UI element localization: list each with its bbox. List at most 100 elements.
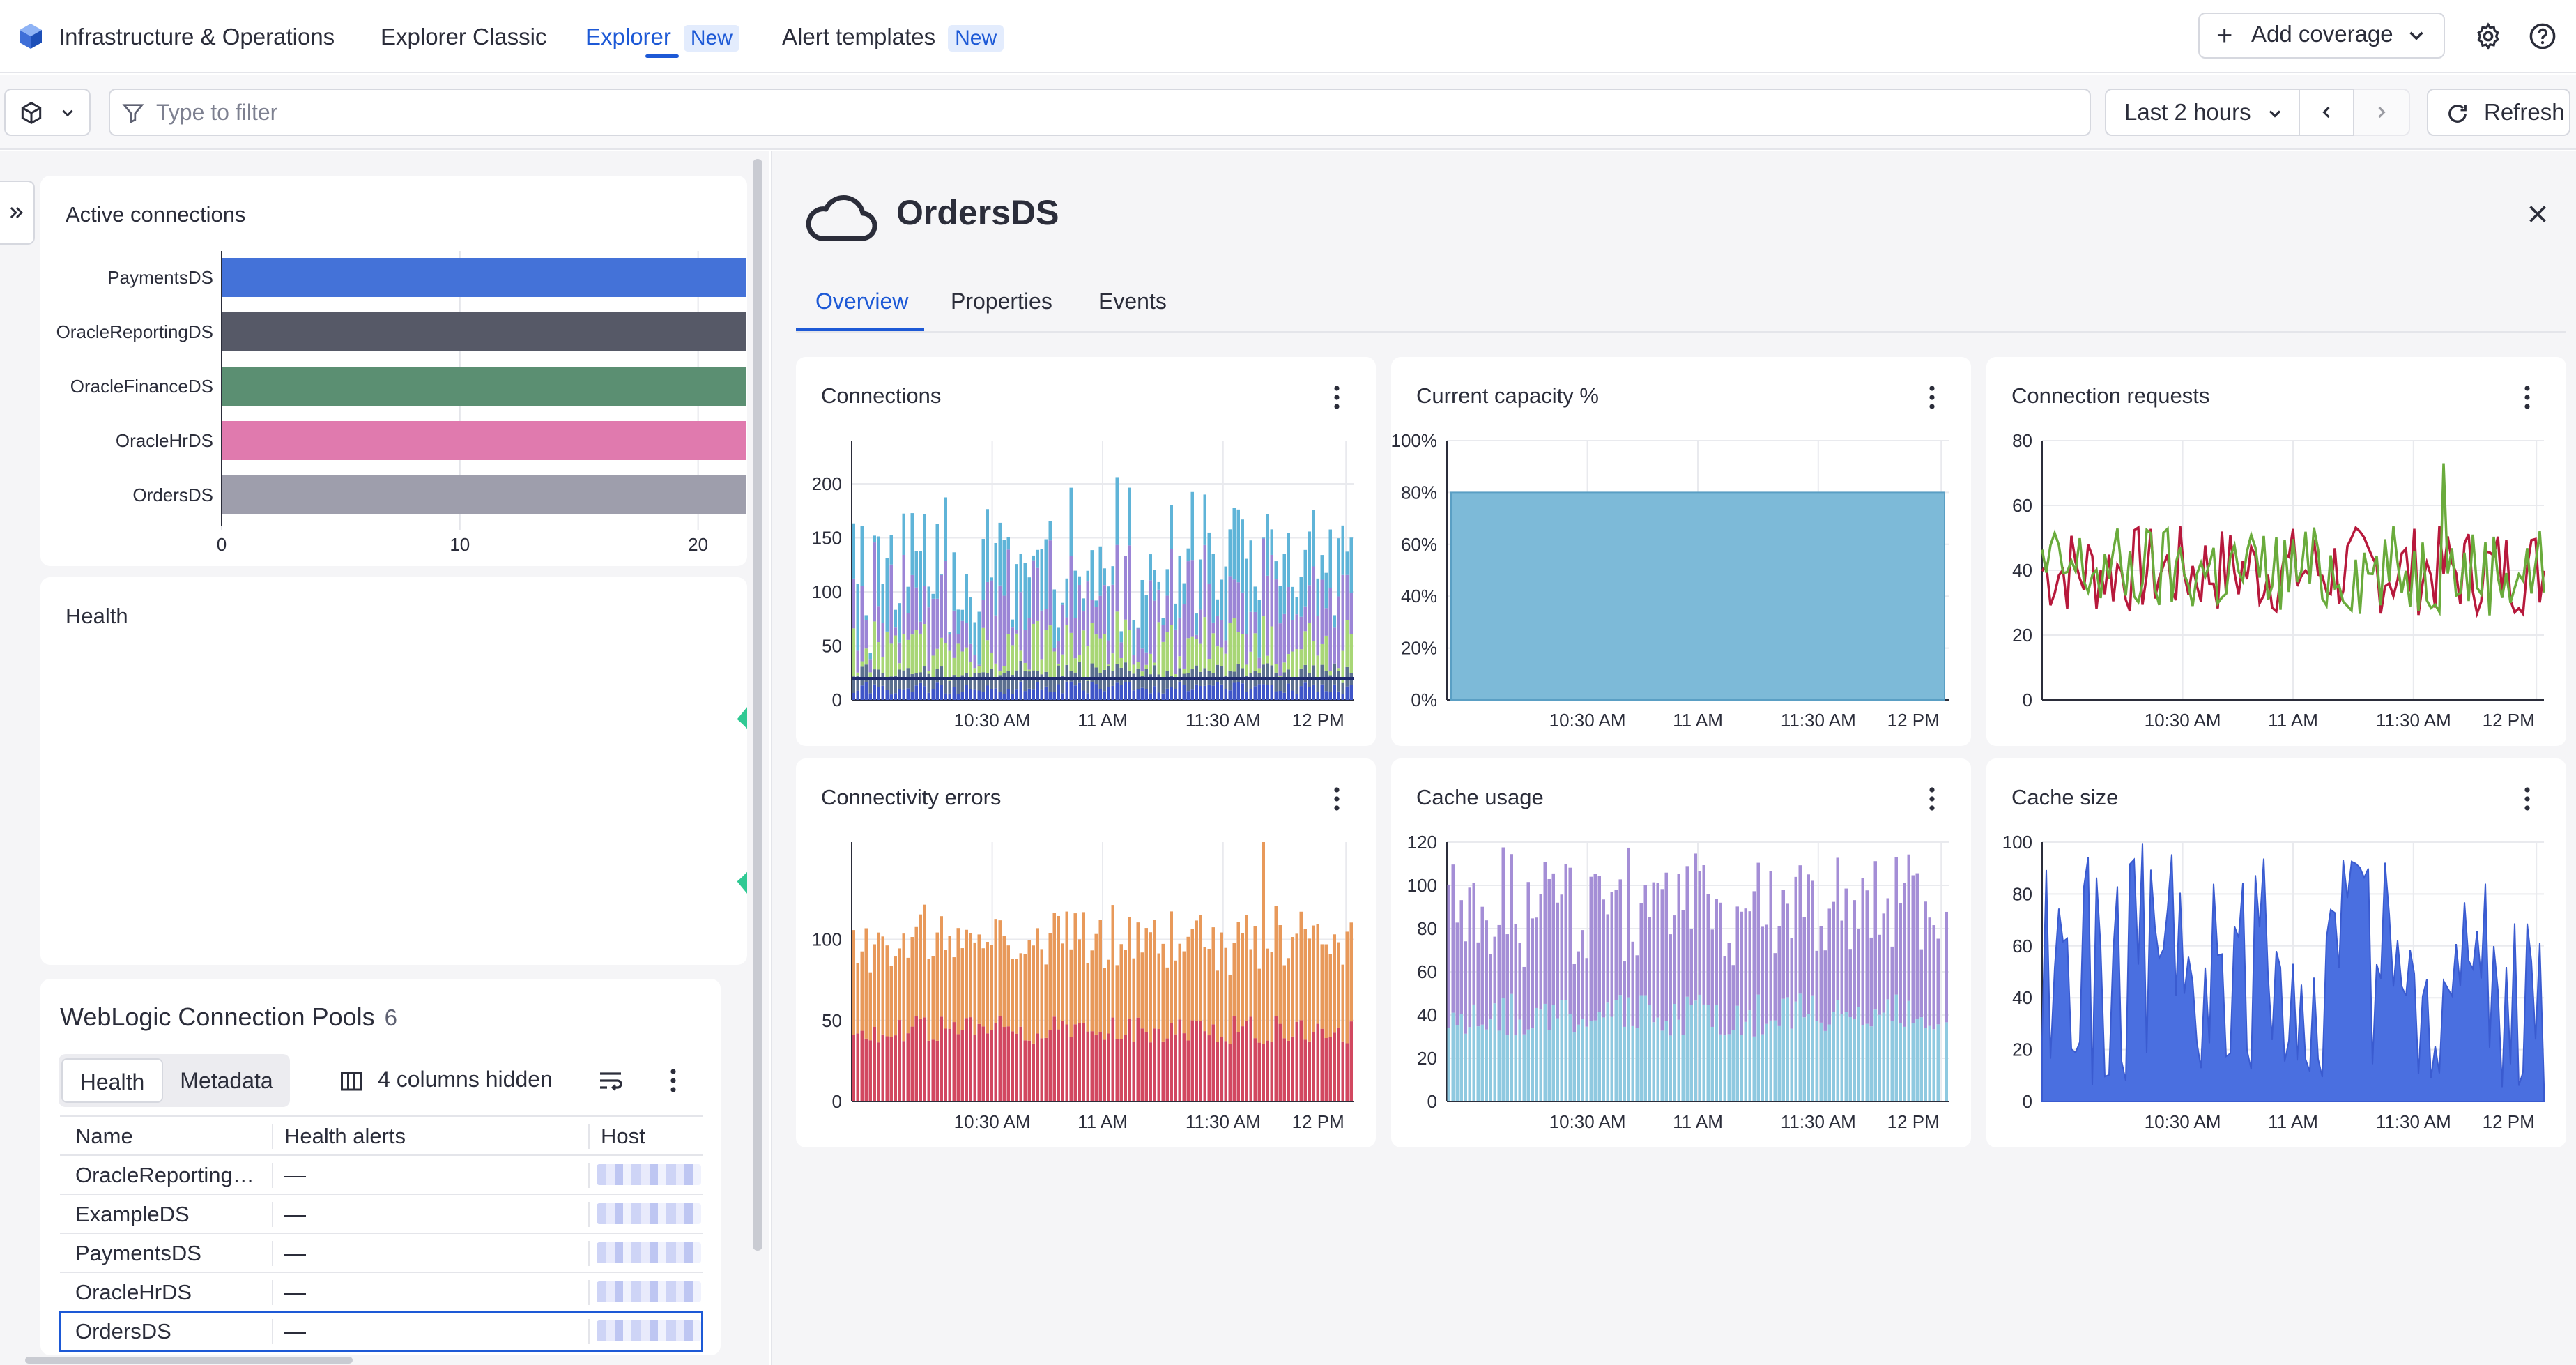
bar-segment — [1861, 878, 1864, 1025]
bar-segment — [1036, 682, 1039, 700]
bar-segment — [898, 689, 901, 700]
bar-segment — [940, 916, 943, 1017]
bar-segment — [1103, 968, 1106, 1040]
errors-chart: 10:30 AM 11 AM 11:30 AM 12 PM 0 50 100 — [812, 842, 1354, 1132]
bar-segment — [1170, 911, 1173, 1023]
bar-segment — [1124, 662, 1127, 682]
settings-gear-icon[interactable] — [2469, 17, 2508, 56]
bar-segment — [1266, 514, 1269, 576]
entity-type-selector[interactable] — [4, 89, 91, 136]
tab-properties[interactable]: Properties — [951, 289, 1052, 314]
bar-segment — [852, 628, 855, 677]
columns-hidden-button[interactable]: 4 columns hidden — [339, 1067, 553, 1094]
table-horizontal-scrollbar[interactable] — [25, 1357, 353, 1364]
cell-host — [588, 1241, 703, 1266]
more-options-icon[interactable] — [1928, 385, 1936, 410]
y-tick-label: 0% — [1411, 689, 1437, 710]
left-panel-scrollbar[interactable] — [753, 159, 762, 1251]
column-header-host[interactable]: Host — [588, 1124, 703, 1149]
bar-segment — [1006, 634, 1010, 671]
table-row[interactable]: ExampleDS — — [60, 1195, 703, 1234]
bar-OrdersDS[interactable] — [222, 475, 746, 514]
add-coverage-button[interactable]: + Add coverage — [2198, 13, 2445, 59]
bar-segment — [1316, 680, 1319, 692]
bar-segment — [1236, 632, 1240, 664]
bar-segment — [1278, 690, 1282, 700]
bar-segment — [1262, 537, 1265, 539]
bar-segment — [1324, 671, 1328, 692]
timeframe-selector[interactable]: Last 2 hours — [2105, 89, 2299, 136]
tab-explorer[interactable]: Explorer New — [585, 24, 739, 52]
bar-segment — [1140, 952, 1144, 1029]
bar-OracleFinanceDS[interactable] — [222, 367, 746, 406]
bar-segment — [885, 558, 889, 632]
bar-segment — [1299, 616, 1303, 650]
detail-title: OrdersDS — [896, 193, 1059, 232]
timeframe-next-button[interactable] — [2354, 89, 2410, 136]
y-tick-label: 20 — [1417, 1048, 1437, 1069]
tab-events[interactable]: Events — [1098, 289, 1167, 314]
tab-explorer-classic[interactable]: Explorer Classic — [381, 24, 547, 49]
more-options-icon[interactable] — [1333, 385, 1341, 410]
bar-segment — [1190, 560, 1194, 637]
filter-input[interactable] — [109, 89, 2091, 136]
close-panel-icon[interactable] — [2520, 197, 2555, 231]
bar-segment — [952, 957, 956, 1023]
app-title[interactable]: Infrastructure & Operations — [59, 24, 335, 49]
bar-segment — [889, 676, 893, 695]
bar-segment — [1211, 622, 1215, 634]
bar-segment — [981, 539, 985, 600]
bar-segment — [1144, 652, 1148, 665]
more-options-icon[interactable] — [2523, 385, 2531, 410]
bar-segment — [1170, 505, 1173, 549]
table-row[interactable]: PaymentsDS — — [60, 1234, 703, 1273]
refresh-button[interactable]: Refresh — [2427, 89, 2570, 136]
bar-segment — [1664, 872, 1668, 1021]
table-row-selected[interactable]: OrdersDS — — [59, 1311, 703, 1352]
bar-PaymentsDS[interactable] — [222, 258, 746, 297]
more-options-icon[interactable] — [1333, 786, 1341, 811]
column-header-name[interactable]: Name — [75, 1124, 133, 1148]
bar-segment — [877, 536, 880, 607]
column-header-health-alerts[interactable]: Health alerts — [272, 1124, 588, 1149]
bar-segment — [965, 929, 968, 1019]
bar-segment — [1295, 1021, 1298, 1101]
bar-segment — [1161, 678, 1165, 694]
bar-segment — [944, 1028, 947, 1101]
bar-segment — [1199, 1021, 1202, 1101]
bar-segment — [1111, 653, 1114, 671]
bar-OracleReportingDS[interactable] — [222, 312, 746, 351]
bar-segment — [1069, 1037, 1073, 1101]
more-options-icon[interactable] — [1928, 786, 1936, 811]
bar-segment — [1228, 670, 1232, 691]
tab-alert-templates[interactable]: Alert templates New — [782, 24, 1004, 52]
bar-segment — [1199, 915, 1202, 1021]
cell-host — [588, 1319, 703, 1344]
bar-segment — [1945, 1022, 1948, 1101]
wrap-lines-icon[interactable] — [591, 1061, 630, 1100]
bar-OracleHrDS[interactable] — [222, 421, 746, 460]
bar-segment — [1228, 623, 1232, 671]
segment-metadata[interactable]: Metadata — [180, 1068, 273, 1093]
bar-segment — [1190, 491, 1194, 561]
bar-segment — [1073, 913, 1077, 1025]
new-badge: New — [683, 25, 739, 52]
bar-segment — [1480, 1024, 1484, 1101]
more-options-icon[interactable] — [2523, 786, 2531, 811]
segment-health[interactable]: Health — [61, 1058, 163, 1103]
table-row[interactable]: OracleHrDS — — [60, 1273, 703, 1312]
bar-segment — [1320, 944, 1324, 1029]
bar-segment — [881, 685, 884, 700]
bar-segment — [1614, 1000, 1618, 1101]
x-tick-label: 12 PM — [1887, 710, 1940, 731]
timeframe-previous-button[interactable] — [2299, 89, 2354, 136]
table-row[interactable]: OracleReporting… — — [60, 1156, 703, 1195]
bar-segment — [1069, 949, 1073, 1037]
tab-overview[interactable]: Overview — [815, 289, 909, 314]
bar-segment — [1082, 630, 1085, 678]
bar-segment — [1455, 922, 1459, 1025]
table-more-options-icon[interactable] — [654, 1061, 693, 1100]
bar-segment — [1195, 613, 1198, 635]
expand-sidebar-button[interactable] — [0, 181, 35, 245]
help-icon[interactable] — [2523, 17, 2562, 56]
